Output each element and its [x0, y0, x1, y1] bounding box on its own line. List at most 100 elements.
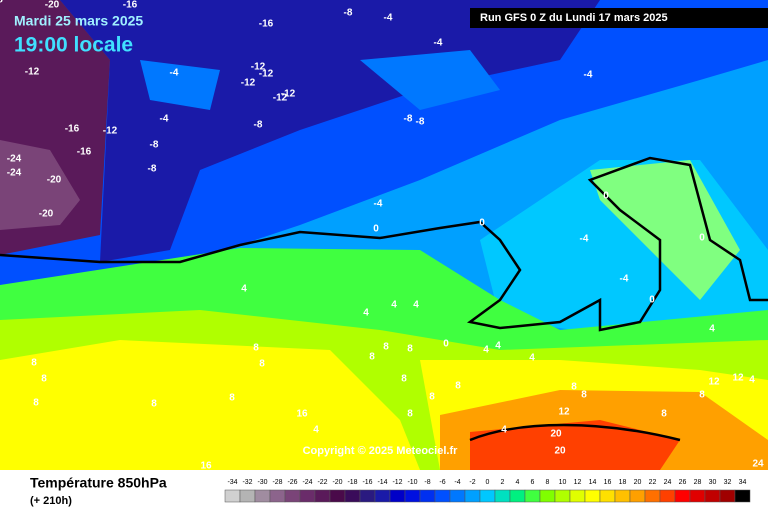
legend-tick-label: -34 [227, 479, 237, 486]
contour-label: 8 [33, 398, 39, 409]
legend-tick-label: 30 [709, 479, 717, 486]
legend-swatch [494, 489, 511, 503]
legend-swatch [674, 489, 691, 503]
contour-label: 0 [373, 224, 379, 235]
legend-swatch [479, 489, 496, 503]
contour-label: 4 [483, 345, 489, 356]
legend-tick-label: -12 [392, 479, 402, 486]
run-box [470, 8, 768, 28]
legend-swatch [509, 489, 526, 503]
legend-tick-label: -26 [287, 479, 297, 486]
legend-swatch [464, 489, 481, 503]
contour-label: -12 [273, 93, 288, 104]
cool-patch [140, 50, 500, 110]
contour-label: -12 [281, 89, 296, 100]
legend-swatch [719, 489, 736, 503]
contour-label: 4 [529, 353, 535, 364]
legend-tick-label: -2 [469, 479, 475, 486]
contour-label: -16 [77, 147, 92, 158]
contour-label: 0 [649, 295, 655, 306]
legend-swatch [524, 489, 541, 503]
legend-tick-label: -22 [317, 479, 327, 486]
legend-swatch [659, 489, 676, 503]
contour-label: -16 [123, 0, 138, 11]
contour-label: 8 [407, 409, 413, 420]
legend-swatch [419, 489, 436, 503]
contour-label: -4 [434, 38, 443, 49]
legend-swatch [734, 489, 751, 503]
copyright: Copyright © 2025 Meteociel.fr [303, 445, 459, 457]
contour-label: -12 [103, 126, 118, 137]
legend-swatch [629, 489, 646, 503]
legend-tick-label: 18 [619, 479, 627, 486]
legend-tick-label: 24 [664, 479, 672, 486]
very-cold-core [0, 140, 80, 230]
legend-swatch [284, 489, 301, 503]
map [0, 0, 768, 470]
legend-swatch [239, 489, 256, 503]
legend-swatch [704, 489, 721, 503]
contour-label: 8 [253, 343, 259, 354]
contour-label: 8 [455, 381, 461, 392]
legend-tick-label: -28 [272, 479, 282, 486]
isotherm-20 [469, 423, 681, 442]
contour-label: 4 [749, 375, 755, 386]
legend-swatch [569, 489, 586, 503]
hottest-region [470, 420, 680, 470]
legend-tick-label: -16 [362, 479, 372, 486]
contour-label: -8 [254, 120, 263, 131]
legend-subtitle: (+ 210h) [30, 495, 72, 507]
legend-swatch [344, 489, 361, 503]
legend-swatch [449, 489, 466, 503]
legend-tick-label: 22 [649, 479, 657, 486]
contour-label: -24 [7, 154, 22, 165]
legend-tick-label: -18 [347, 479, 357, 486]
legend-tick-label: 34 [739, 479, 747, 486]
contour-label: 8 [661, 409, 667, 420]
legend-tick-label: 10 [559, 479, 567, 486]
contour-label: -12 [259, 69, 274, 80]
legend-swatch [554, 489, 571, 503]
contour-label: -20 [47, 175, 62, 186]
contour-label: -20 [45, 0, 60, 11]
contour-label: -12 [241, 78, 256, 89]
forecast-date: Mardi 25 mars 2025 [14, 13, 143, 29]
legend-tick-label: 4 [516, 479, 520, 486]
legend-title: Température 850hPa [30, 475, 167, 491]
contour-label: -16 [65, 124, 80, 135]
contour-label: -16 [259, 19, 274, 30]
contour-label: 4 [391, 300, 397, 311]
contour-label: 8 [41, 374, 47, 385]
legend-swatch [404, 489, 421, 503]
contour-label: 8 [151, 399, 157, 410]
contour-label: 8 [429, 392, 435, 403]
contour-label: 4 [363, 308, 369, 319]
contour-label: 12 [558, 407, 570, 418]
contour-label: 12 [732, 373, 744, 384]
legend-tick-label: -24 [302, 479, 312, 486]
contour-label: 0 [443, 339, 449, 350]
contour-label: -8 [416, 117, 425, 128]
legend-tick-label: -8 [424, 479, 430, 486]
legend-swatch [254, 489, 271, 503]
contour-label: -4 [374, 199, 383, 210]
contour-label: 12 [708, 377, 720, 388]
contour-label: -24 [7, 168, 22, 179]
legend-swatch [359, 489, 376, 503]
contour-label: -8 [404, 114, 413, 125]
contour-label: 8 [369, 352, 375, 363]
contour-label: 8 [401, 374, 407, 385]
contour-label: 8 [407, 344, 413, 355]
legend-swatch [434, 489, 451, 503]
legend-tick-label: 2 [501, 479, 505, 486]
legend-tick-label: -32 [242, 479, 252, 486]
contour-label: 8 [581, 390, 587, 401]
contour-label: 4 [495, 341, 501, 352]
contour-label: -4 [160, 114, 169, 125]
contour-label: -12 [251, 62, 266, 73]
contour-label: 20 [554, 446, 566, 457]
contour-label: -12 [25, 67, 40, 78]
mild-patch [590, 160, 740, 300]
legend-swatch [599, 489, 616, 503]
legend-tick-label: -20 [332, 479, 342, 486]
